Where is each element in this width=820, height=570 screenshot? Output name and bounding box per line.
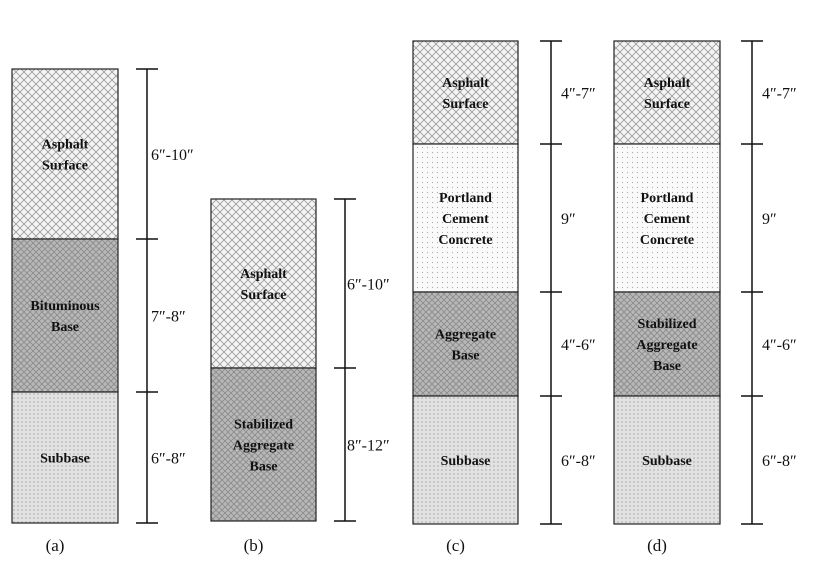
layer-name: Base bbox=[452, 349, 480, 364]
layer bbox=[11, 238, 119, 393]
layer-name: Aggregate bbox=[435, 328, 496, 343]
layer-name: Asphalt bbox=[42, 138, 89, 153]
layer-thickness: 6″-8″ bbox=[151, 451, 186, 468]
layer-thickness: 6″-10″ bbox=[347, 277, 390, 294]
layer bbox=[412, 291, 519, 397]
layer bbox=[210, 367, 317, 522]
layer-name: Surface bbox=[241, 288, 287, 303]
layer-thickness: 4″-7″ bbox=[561, 86, 596, 103]
layer-thickness: 7″-8″ bbox=[151, 309, 186, 326]
layer-name: Asphalt bbox=[240, 267, 287, 282]
layer-thickness: 9″ bbox=[762, 211, 777, 228]
layer-thickness: 6″-8″ bbox=[762, 453, 797, 470]
caption: (d) bbox=[647, 536, 667, 555]
layer-name: Subbase bbox=[441, 454, 491, 469]
layer-thickness: 4″-7″ bbox=[762, 86, 797, 103]
layer-name: Surface bbox=[443, 97, 489, 112]
caption: (b) bbox=[244, 536, 264, 555]
layer-name: Asphalt bbox=[442, 76, 489, 91]
layer-name: Base bbox=[653, 359, 681, 374]
layer-name: Portland bbox=[641, 191, 694, 206]
caption: (a) bbox=[46, 536, 65, 555]
layer-name: Cement bbox=[644, 212, 691, 227]
layer-name: Surface bbox=[42, 159, 88, 174]
layer-name: Portland bbox=[439, 191, 492, 206]
layer-thickness: 4″-6″ bbox=[561, 337, 596, 354]
layer-thickness: 4″-6″ bbox=[762, 337, 797, 354]
layer-name: Base bbox=[51, 320, 79, 335]
layer-name: Concrete bbox=[438, 233, 492, 248]
layer bbox=[412, 395, 519, 525]
layer-name: Base bbox=[250, 460, 278, 475]
layer bbox=[412, 40, 519, 145]
layer-name: Subbase bbox=[40, 452, 90, 467]
layer bbox=[210, 198, 317, 369]
layer-name: Stabilized bbox=[234, 418, 293, 433]
layer-name: Aggregate bbox=[636, 338, 697, 353]
layer-name: Aggregate bbox=[233, 439, 294, 454]
layer-name: Asphalt bbox=[644, 76, 691, 91]
layer-thickness: 6″-10″ bbox=[151, 147, 194, 164]
layer bbox=[613, 395, 721, 525]
layer-thickness: 9″ bbox=[561, 211, 576, 228]
layer-name: Stabilized bbox=[637, 317, 696, 332]
layer-name: Subbase bbox=[642, 454, 692, 469]
layer-thickness: 8″-12″ bbox=[347, 438, 390, 455]
caption: (c) bbox=[446, 536, 465, 555]
layer bbox=[613, 40, 721, 145]
layer bbox=[11, 391, 119, 524]
layer bbox=[11, 68, 119, 240]
layer-name: Concrete bbox=[640, 233, 694, 248]
layer-name: Cement bbox=[442, 212, 489, 227]
layer-name: Surface bbox=[644, 97, 690, 112]
layer-name: Bituminous bbox=[30, 299, 100, 314]
layer-thickness: 6″-8″ bbox=[561, 453, 596, 470]
